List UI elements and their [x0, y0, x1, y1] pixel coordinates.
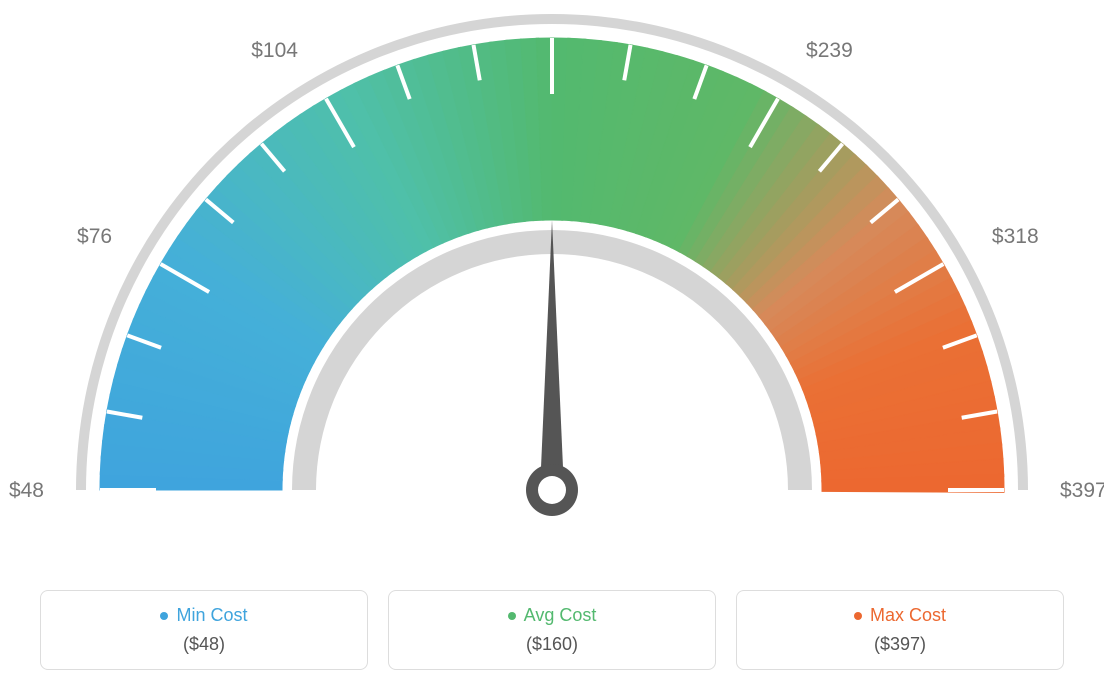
- legend-box-min: Min Cost ($48): [40, 590, 368, 670]
- legend-dot-min: [160, 612, 168, 620]
- gauge-needle: [540, 220, 564, 490]
- tick-label: $318: [992, 225, 1039, 248]
- tick-label: $397: [1060, 479, 1104, 502]
- legend-dot-max: [854, 612, 862, 620]
- legend-label-max: Max Cost: [870, 605, 946, 626]
- tick-label: $48: [9, 479, 44, 502]
- legend-box-avg: Avg Cost ($160): [388, 590, 716, 670]
- needle-hub-inner: [538, 476, 566, 504]
- legend-value-min: ($48): [51, 634, 357, 655]
- legend-dot-avg: [508, 612, 516, 620]
- legend-box-max: Max Cost ($397): [736, 590, 1064, 670]
- tick-label: $76: [77, 225, 112, 248]
- legend-label-min: Min Cost: [176, 605, 247, 626]
- legend-value-avg: ($160): [399, 634, 705, 655]
- legend-value-max: ($397): [747, 634, 1053, 655]
- cost-gauge-chart: $48$76$104$160$239$318$397 Min Cost ($48…: [0, 0, 1104, 690]
- gauge-svg: $48$76$104$160$239$318$397: [0, 0, 1104, 560]
- tick-label: $104: [251, 39, 298, 62]
- legend-row: Min Cost ($48) Avg Cost ($160) Max Cost …: [40, 590, 1064, 670]
- legend-label-avg: Avg Cost: [524, 605, 597, 626]
- tick-label: $239: [806, 39, 853, 62]
